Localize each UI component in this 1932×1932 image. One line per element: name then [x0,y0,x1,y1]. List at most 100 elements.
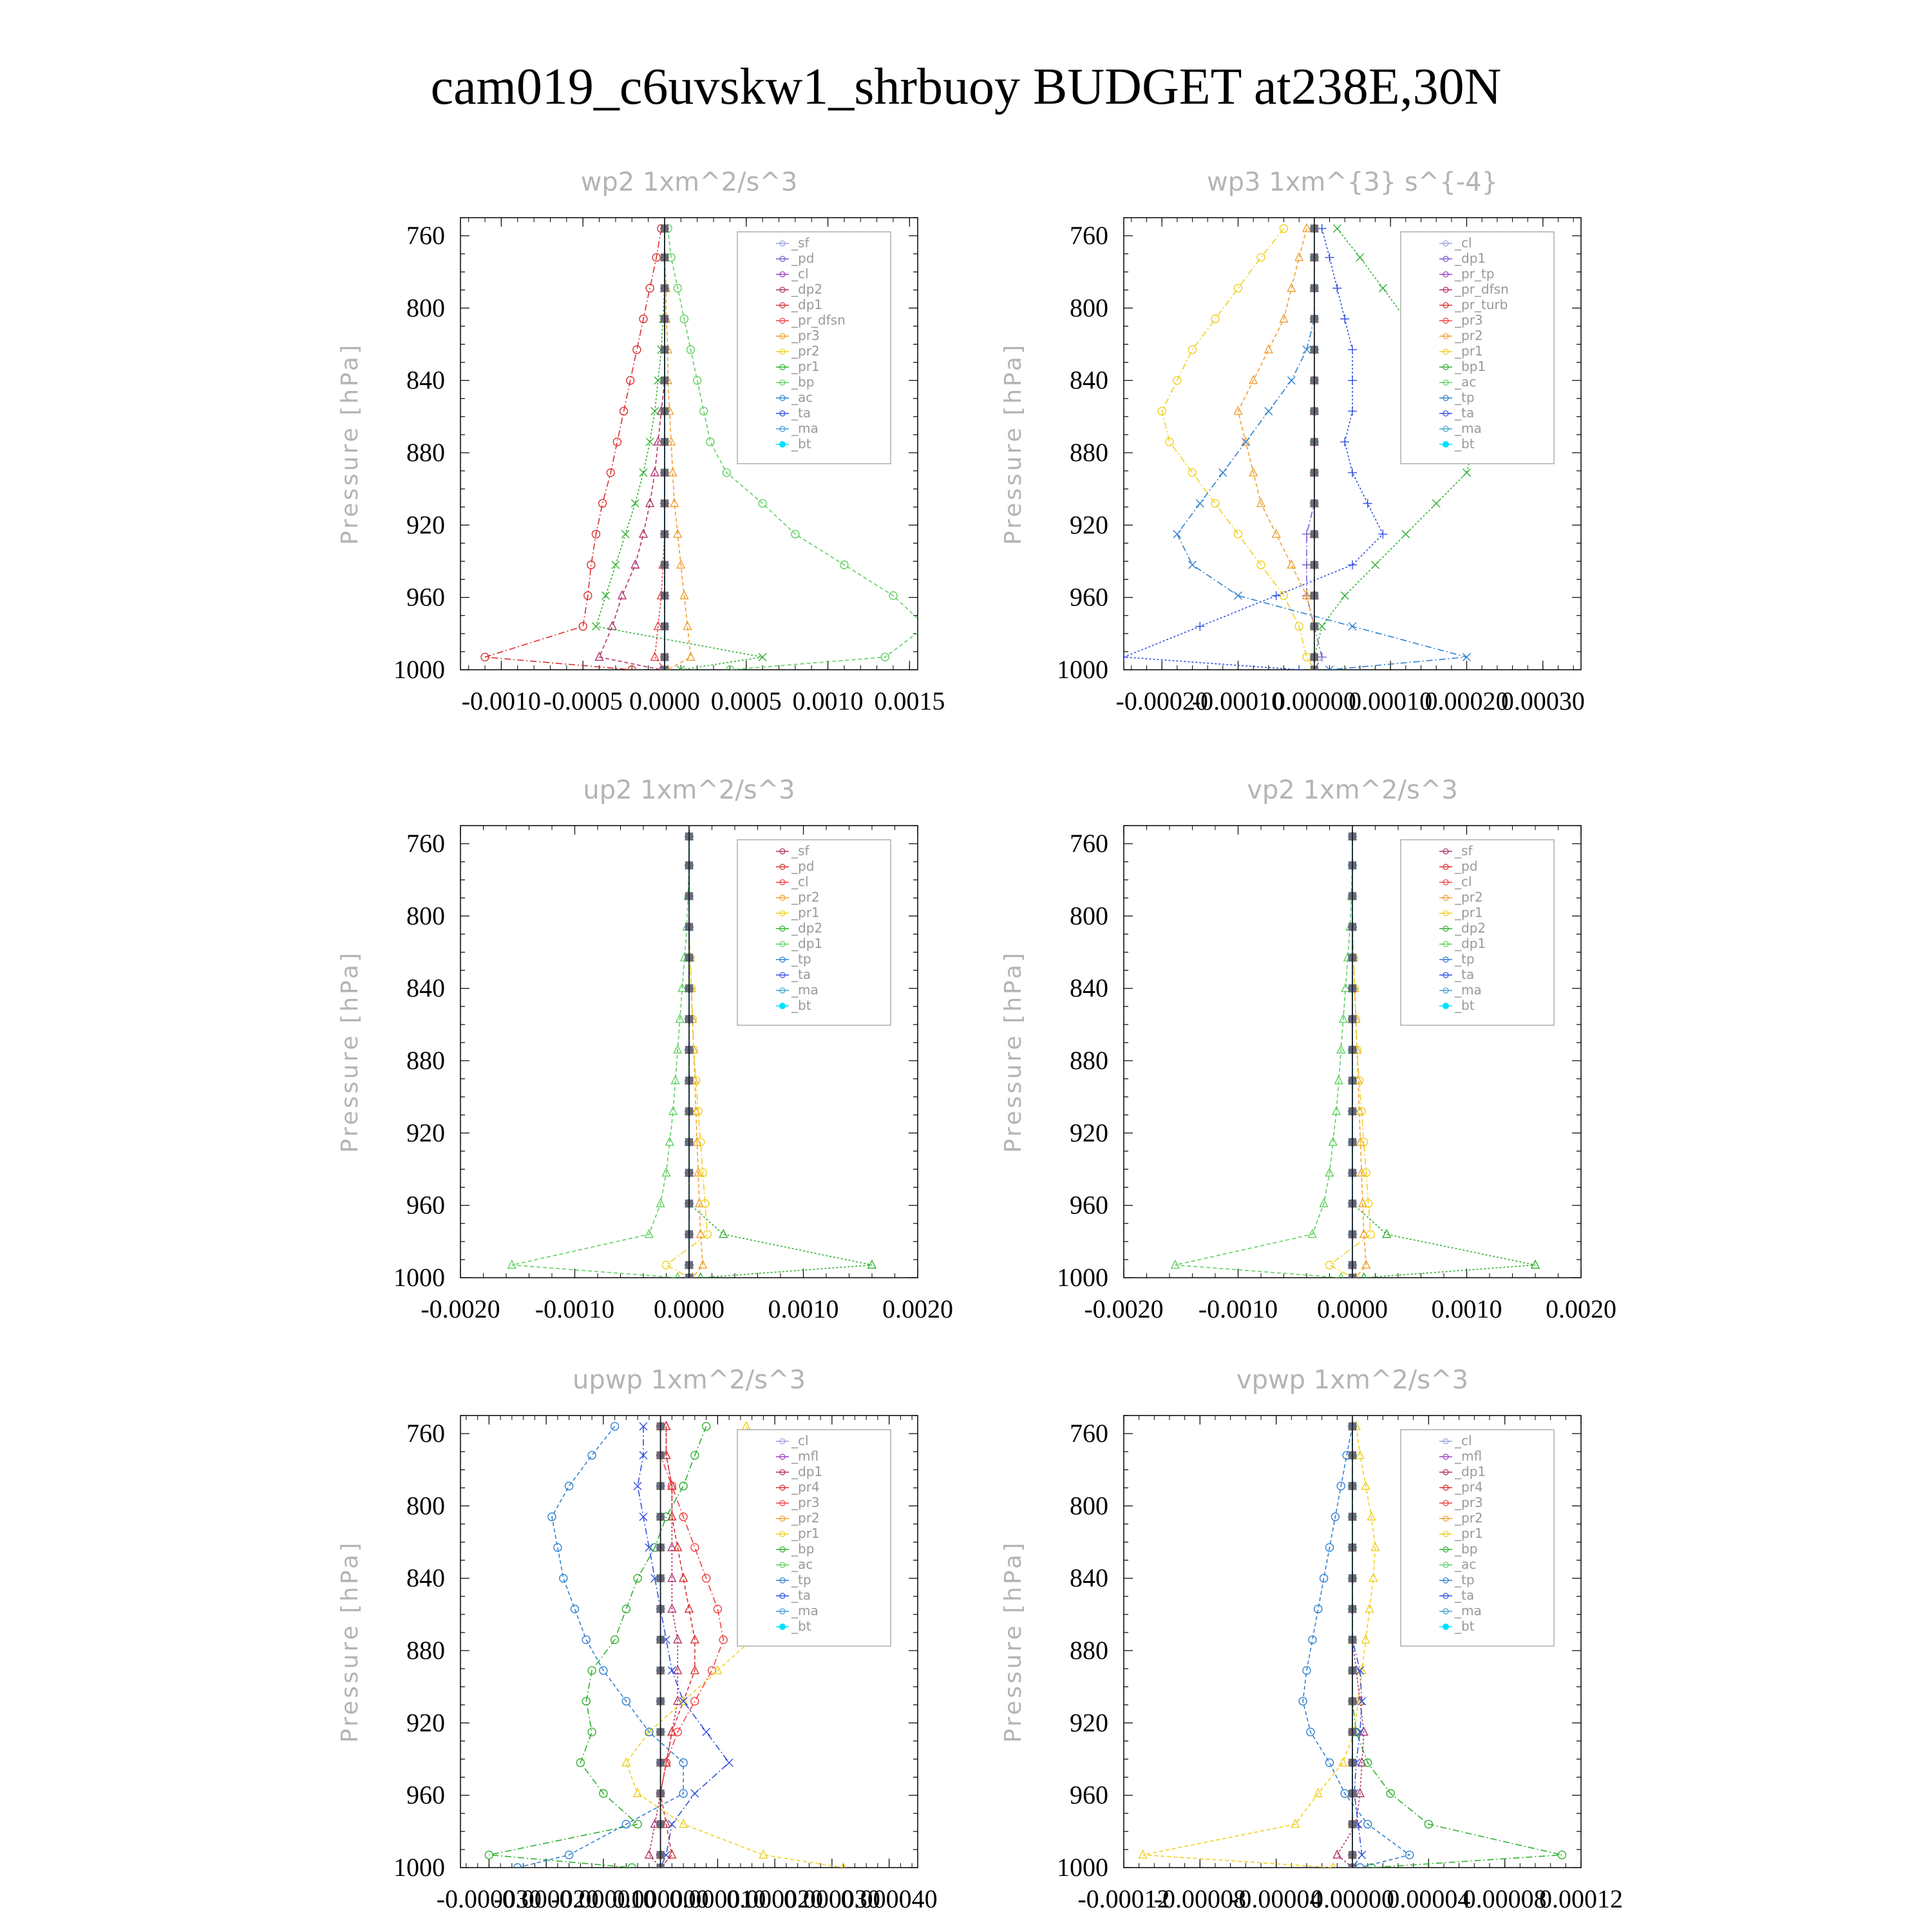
x-tick-label: 0.00020 [1425,687,1509,715]
data-point [1356,1727,1365,1736]
legend: _sf_pd_cl_dp2_dp1_pr_dfsn_pr3_pr2_pr1_bp… [737,231,891,464]
data-point [1463,652,1471,661]
data-point [690,1665,700,1674]
data-point [633,1574,642,1583]
y-tick-label: 840 [1070,974,1108,1003]
legend-marker [779,1500,786,1506]
data-point [1367,1511,1376,1520]
data-point [1233,405,1243,415]
data-point [677,983,687,992]
data-point [673,1665,683,1674]
plot-area [507,826,877,1278]
y-tick-label: 960 [406,1781,445,1810]
y-tick-label: 960 [406,1191,445,1220]
legend-entry: _pd [1454,858,1477,874]
data-point [1382,1229,1392,1238]
series-line [667,228,918,670]
data-point [645,1543,654,1552]
data-point [678,1696,688,1705]
data-point [666,436,676,446]
data-point [1287,376,1296,385]
data-point [1314,1604,1323,1614]
x-tick-label: 0.000020 [726,1884,823,1913]
data-point [645,498,655,507]
y-tick-label: 920 [406,1708,445,1737]
data-point [701,1574,711,1583]
data-point [1338,1757,1348,1766]
legend-entry: _dp2 [1454,920,1486,936]
data-point [1361,1272,1367,1278]
data-point [670,498,679,507]
y-tick-label: 920 [1070,1708,1108,1737]
data-point [661,1260,671,1270]
y-axis-label: Pressure [hPa] [1000,343,1027,545]
legend-marker [1443,426,1449,432]
data-point [639,314,648,323]
data-point [1302,590,1312,600]
y-tick-label: 920 [406,510,445,539]
data-point [759,1849,768,1859]
legend-marker [1443,1608,1449,1615]
data-point [713,1604,723,1614]
legend-entry: _pr2 [791,343,820,359]
y-tick-label: 920 [1070,1118,1108,1147]
data-point [684,1603,694,1613]
legend-entry: _pr3 [791,328,820,343]
data-point [1361,1259,1371,1269]
chart-panel-3: up2 1xm^2/s^3 Pressure [hPa] 760 800 840 880 9… [337,775,953,1323]
legend-entry: _ta [1454,967,1474,982]
panel-title: vp2 1xm^2/s^3 [1247,775,1458,805]
legend-marker [779,1531,786,1537]
data-point [724,1758,734,1767]
data-point [667,1666,676,1675]
y-axis-label: Pressure [hPa] [337,343,363,545]
legend-box [737,1429,891,1647]
data-point [696,1137,705,1147]
chart-panel-4: vp2 1xm^2/s^3 Pressure [hPa] 760 800 840 880 9… [1000,775,1616,1323]
series-dp2 [594,223,670,670]
x-tick-label: -0.0010 [535,1294,614,1323]
data-point [690,1634,700,1643]
series-dp1 [507,831,694,1278]
legend-marker [779,287,786,293]
data-point [1332,224,1341,233]
data-point [1302,560,1311,570]
legend-entry: _sf [791,235,810,251]
legend-marker [779,256,786,262]
data-point [653,436,663,446]
x-tick-label: 0.000010 [669,1884,766,1913]
plot-area [1124,218,1479,670]
x-tick-label: 0.00000 [1273,687,1356,715]
data-point [683,621,692,630]
data-point [1157,406,1166,416]
data-point [667,1542,677,1551]
y-tick-label: 960 [406,583,445,612]
data-point [644,1849,654,1859]
data-point [626,376,635,385]
x-tick-label: 0.0005 [711,687,782,715]
legend-entry: _dp1 [1454,1464,1486,1479]
data-point [1264,344,1273,354]
y-tick-label: 960 [1070,583,1108,612]
data-point [599,1666,608,1675]
data-point [686,651,696,661]
legend-marker [1443,987,1449,994]
data-point [1340,591,1349,600]
data-point [1348,560,1357,570]
y-tick-label: 880 [406,1636,445,1665]
data-point [1211,498,1220,508]
x-tick-label: 0.00030 [1501,687,1585,715]
legend-entry: _pr3 [1454,312,1483,328]
legend-marker [779,441,786,448]
data-point [1432,499,1441,508]
legend-marker [1443,240,1449,247]
data-point [645,283,654,293]
plot-area [480,218,918,670]
legend-marker [779,879,786,886]
legend-entry: _ma [1454,421,1482,436]
panel-title: wp2 1xm^2/s^3 [581,167,798,197]
data-point [1331,1512,1340,1521]
plot-area [1138,1416,1567,1868]
data-point [587,560,596,569]
data-point [627,1863,636,1868]
